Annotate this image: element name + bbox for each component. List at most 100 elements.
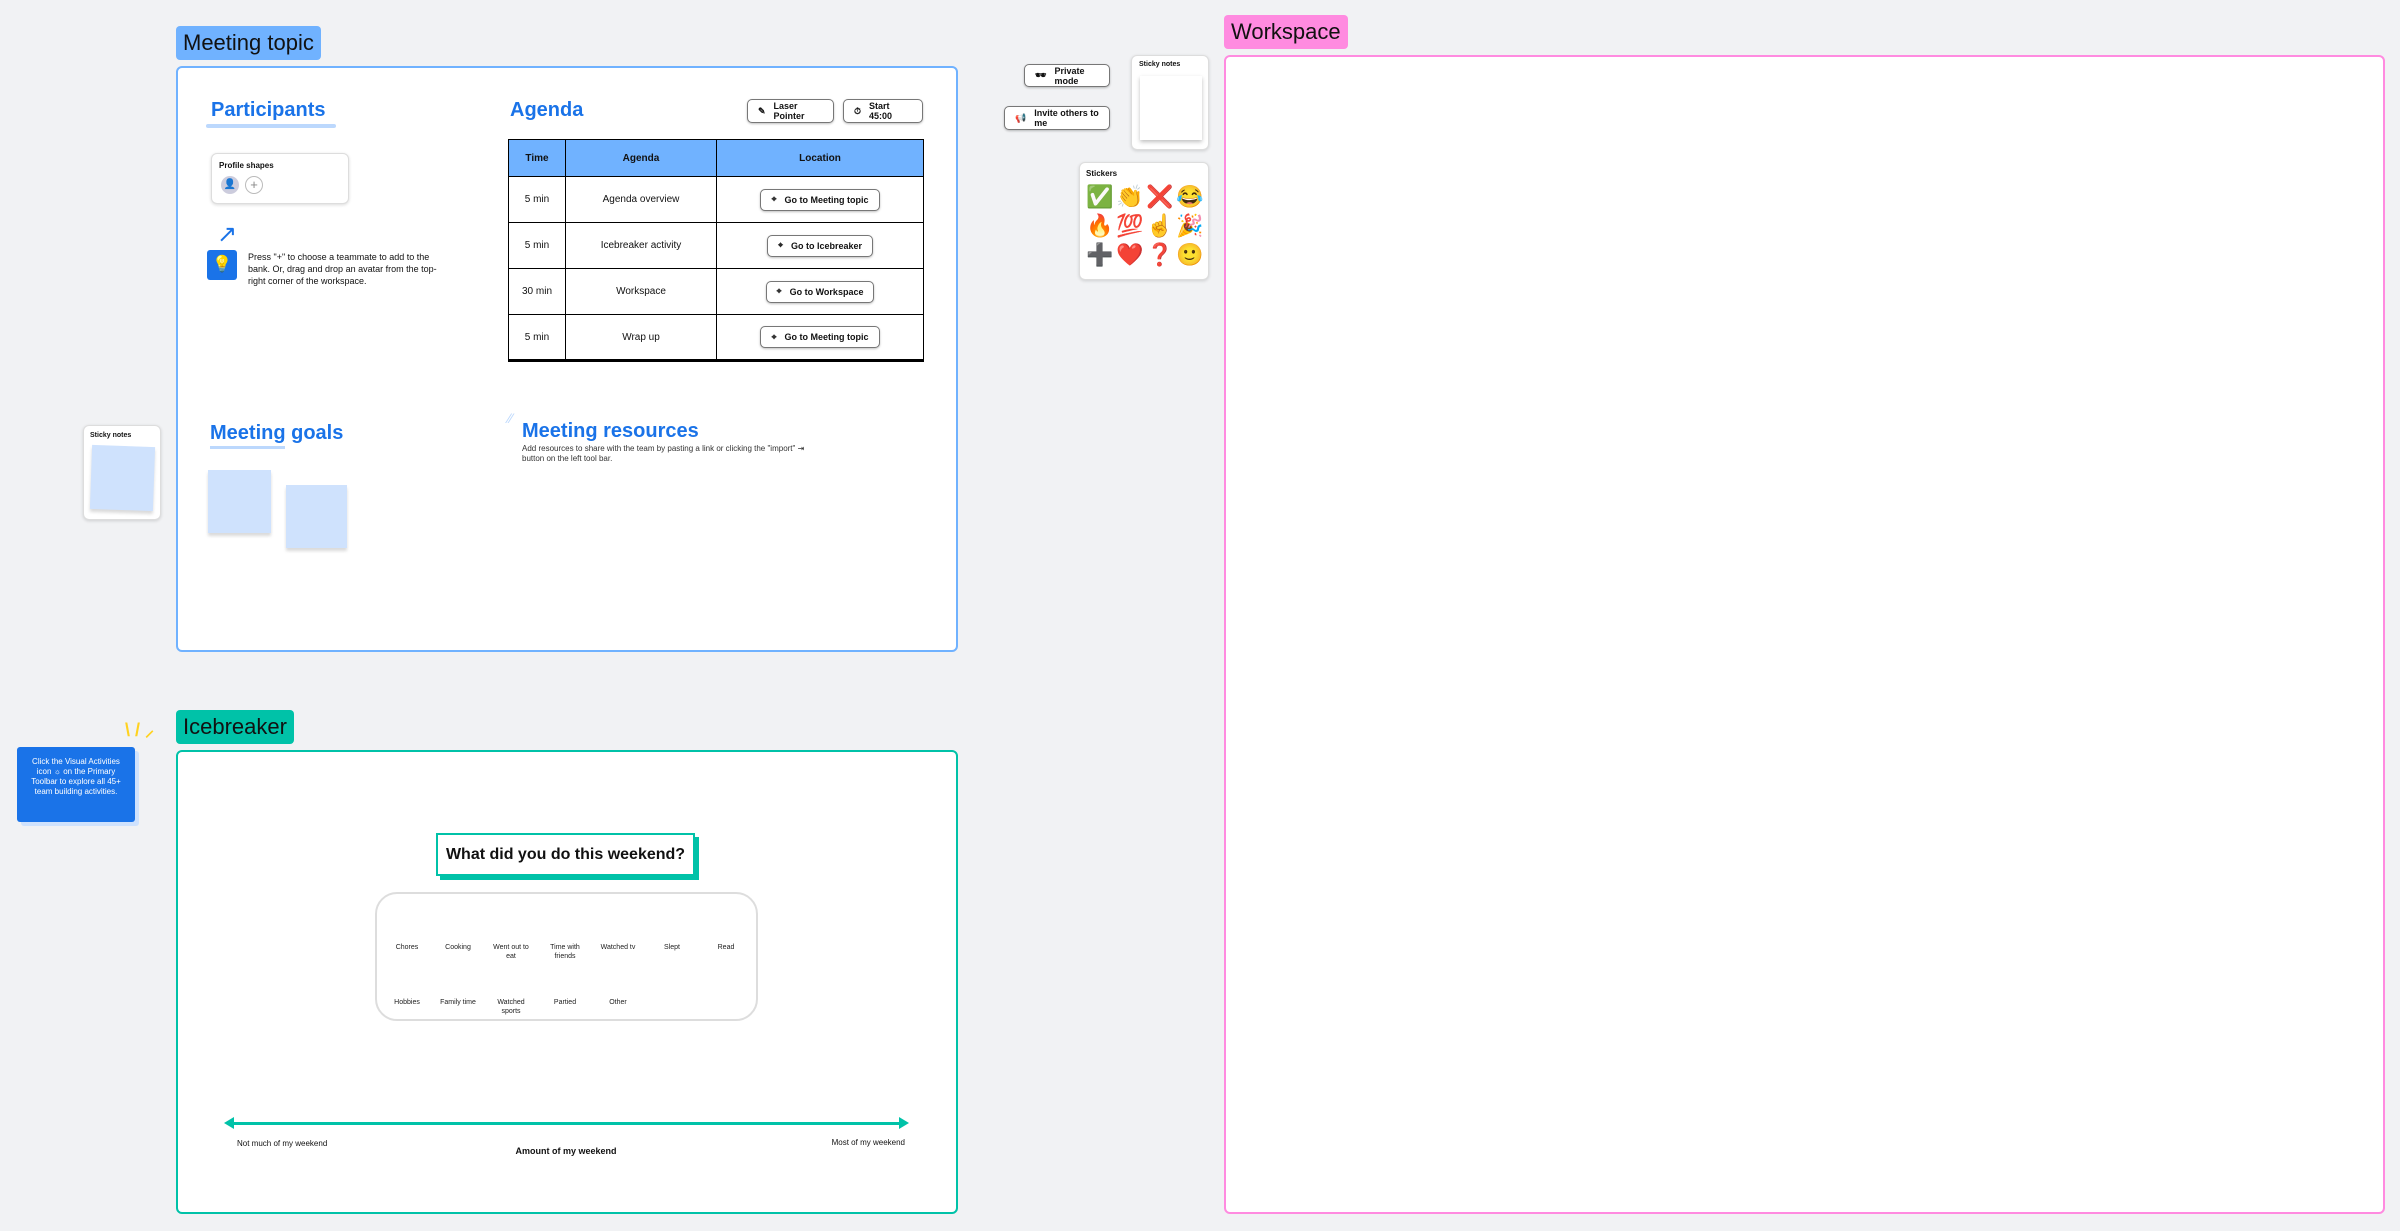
- agenda-cell: Workspace: [565, 268, 717, 315]
- sticky-note: [1140, 76, 1202, 140]
- option-item[interactable]: Watched tv: [600, 944, 636, 951]
- incognito-icon: 🕶: [1035, 70, 1047, 80]
- sticker-item[interactable]: 🙂: [1176, 242, 1204, 267]
- time-cell: 5 min: [508, 314, 566, 362]
- location-pin-icon: ⌖: [776, 286, 782, 296]
- location-pin-icon: ⌖: [777, 240, 784, 250]
- location-pin-icon: ⌖: [771, 331, 777, 342]
- arrow-right-icon: [899, 1117, 909, 1129]
- sticker-item[interactable]: 😂: [1176, 184, 1204, 209]
- axis-line: [230, 1122, 903, 1125]
- sticky-notes-label: Sticky notes: [90, 432, 132, 439]
- participants-hint: Press "+" to choose a teammate to add to…: [248, 252, 437, 286]
- sticker-item[interactable]: 💯: [1116, 213, 1144, 238]
- agenda-cell: Wrap up: [565, 314, 717, 362]
- sticker-item[interactable]: 👏: [1116, 184, 1144, 209]
- arrow-left-icon: [224, 1117, 234, 1129]
- sticker-item[interactable]: ❓: [1146, 242, 1174, 267]
- axis-right-label: Most of my weekend: [831, 1138, 905, 1147]
- location-pin-icon: ⌖: [771, 194, 777, 204]
- sticker-item[interactable]: ❌: [1146, 184, 1174, 209]
- sticker-item[interactable]: 🎉: [1176, 213, 1204, 238]
- table-row: 5 min Agenda overview ⌖ Go to Meeting topic: [508, 176, 924, 223]
- icebreaker-question: What did you do this weekend?: [436, 833, 695, 876]
- workspace-frame: [1224, 55, 2385, 1214]
- go-to-label: Go to Icebreaker: [791, 240, 863, 251]
- invite-button[interactable]: 📢 Invite others to me: [1004, 106, 1110, 130]
- agenda-heading: Agenda: [510, 99, 584, 121]
- sticker-item[interactable]: ➕: [1086, 242, 1114, 267]
- sparkle-icon: ⁄⁄: [508, 410, 513, 426]
- option-item[interactable]: Read: [717, 944, 735, 951]
- agenda-cell: Agenda overview: [565, 176, 717, 223]
- lightbulb-icon: 💡: [207, 250, 237, 280]
- col-time: Time: [508, 139, 566, 177]
- private-mode-label: Private mode: [1054, 65, 1085, 86]
- stickers-label: Stickers: [1086, 169, 1118, 178]
- option-item[interactable]: Time with friends: [550, 944, 580, 960]
- col-agenda: Agenda: [565, 139, 717, 177]
- sticky-notes-stack[interactable]: Sticky notes: [83, 425, 161, 520]
- icebreaker-label[interactable]: Icebreaker: [176, 710, 294, 744]
- option-item[interactable]: Chores: [395, 944, 419, 951]
- timer-button[interactable]: ⏱ Start 45:00: [843, 99, 923, 123]
- time-cell: 5 min: [508, 176, 566, 223]
- go-to-button[interactable]: ⌖ Go to Meeting topic: [760, 188, 880, 211]
- option-item[interactable]: Watched sports: [497, 999, 525, 1015]
- go-to-button[interactable]: ⌖ Go to Workspace: [765, 280, 875, 303]
- profile-shapes-card[interactable]: Profile shapes 👤 +: [211, 153, 349, 204]
- option-item[interactable]: Hobbies: [394, 999, 420, 1006]
- option-item[interactable]: Partied: [553, 999, 577, 1006]
- time-cell: 5 min: [508, 222, 566, 269]
- go-to-label: Go to Meeting topic: [784, 194, 869, 205]
- stopwatch-icon: ⏱: [854, 105, 862, 116]
- go-to-button[interactable]: ⌖ Go to Icebreaker: [766, 234, 874, 257]
- laser-pointer-button[interactable]: ✎ Laser Pointer: [747, 99, 834, 123]
- sticker-item[interactable]: ✅: [1086, 184, 1114, 209]
- agenda-cell: Icebreaker activity: [565, 222, 717, 269]
- workspace-label[interactable]: Workspace: [1224, 15, 1348, 49]
- meeting-resources-description: Add resources to share with the team by …: [522, 444, 805, 463]
- option-item[interactable]: Went out to eat: [493, 944, 529, 960]
- private-mode-button[interactable]: 🕶 Private mode: [1024, 64, 1110, 87]
- timer-label: Start 45:00: [869, 101, 893, 121]
- col-location: Location: [716, 139, 924, 177]
- axis-title: Amount of my weekend: [515, 1146, 617, 1156]
- sticker-item[interactable]: ☝️: [1146, 213, 1174, 238]
- agenda-table: Time Agenda Location 5 min Agenda overview ⌖…: [508, 139, 924, 362]
- sticky-note[interactable]: [286, 485, 347, 548]
- stickers-panel: Stickers ✅ 👏 ❌ 😂 🔥 💯 ☝️ 🎉 ➕ ❤️ ❓ 🙂: [1079, 162, 1209, 280]
- laser-pointer-label: Laser Pointer: [773, 101, 805, 121]
- sticky-note: [89, 444, 156, 512]
- table-row: 5 min Wrap up ⌖ Go to Meeting topic: [508, 314, 924, 362]
- option-item[interactable]: Family time: [440, 999, 476, 1006]
- sticky-notes-label: Sticky notes: [1139, 61, 1181, 68]
- avatar-icon[interactable]: 👤: [221, 176, 239, 194]
- options-box: [375, 892, 758, 1021]
- table-row: 5 min Icebreaker activity ⌖ Go to Icebreake…: [508, 222, 924, 269]
- participants-heading: Participants: [211, 99, 326, 121]
- arrow-icon: ↗: [217, 221, 238, 248]
- meeting-resources-heading: Meeting resources: [522, 420, 699, 442]
- go-to-label: Go to Workspace: [789, 286, 864, 297]
- underline: [206, 124, 336, 128]
- meeting-topic-label[interactable]: Meeting topic: [176, 26, 321, 60]
- meeting-goals-heading: Meeting goals: [210, 422, 344, 444]
- time-cell: 30 min: [508, 268, 566, 315]
- megaphone-icon: 📢: [1015, 112, 1027, 123]
- axis-left-label: Not much of my weekend: [237, 1139, 328, 1148]
- sticky-notes-stack-white[interactable]: Sticky notes: [1131, 55, 1209, 150]
- option-item[interactable]: Slept: [664, 944, 680, 951]
- option-item[interactable]: Other: [609, 999, 627, 1006]
- go-to-button[interactable]: ⌖ Go to Meeting topic: [760, 326, 880, 348]
- option-item[interactable]: Cooking: [445, 944, 471, 951]
- sticky-note[interactable]: [208, 470, 271, 533]
- table-row: 30 min Workspace ⌖ Go to Workspace: [508, 268, 924, 315]
- sparkle-icon: \ / ⸝: [125, 720, 155, 740]
- sticker-item[interactable]: 🔥: [1086, 213, 1114, 238]
- underline: [210, 446, 285, 449]
- go-to-label: Go to Meeting topic: [784, 332, 869, 342]
- sticker-item[interactable]: ❤️: [1116, 242, 1144, 267]
- profile-shapes-label: Profile shapes: [219, 161, 274, 170]
- add-avatar-button[interactable]: +: [245, 176, 263, 194]
